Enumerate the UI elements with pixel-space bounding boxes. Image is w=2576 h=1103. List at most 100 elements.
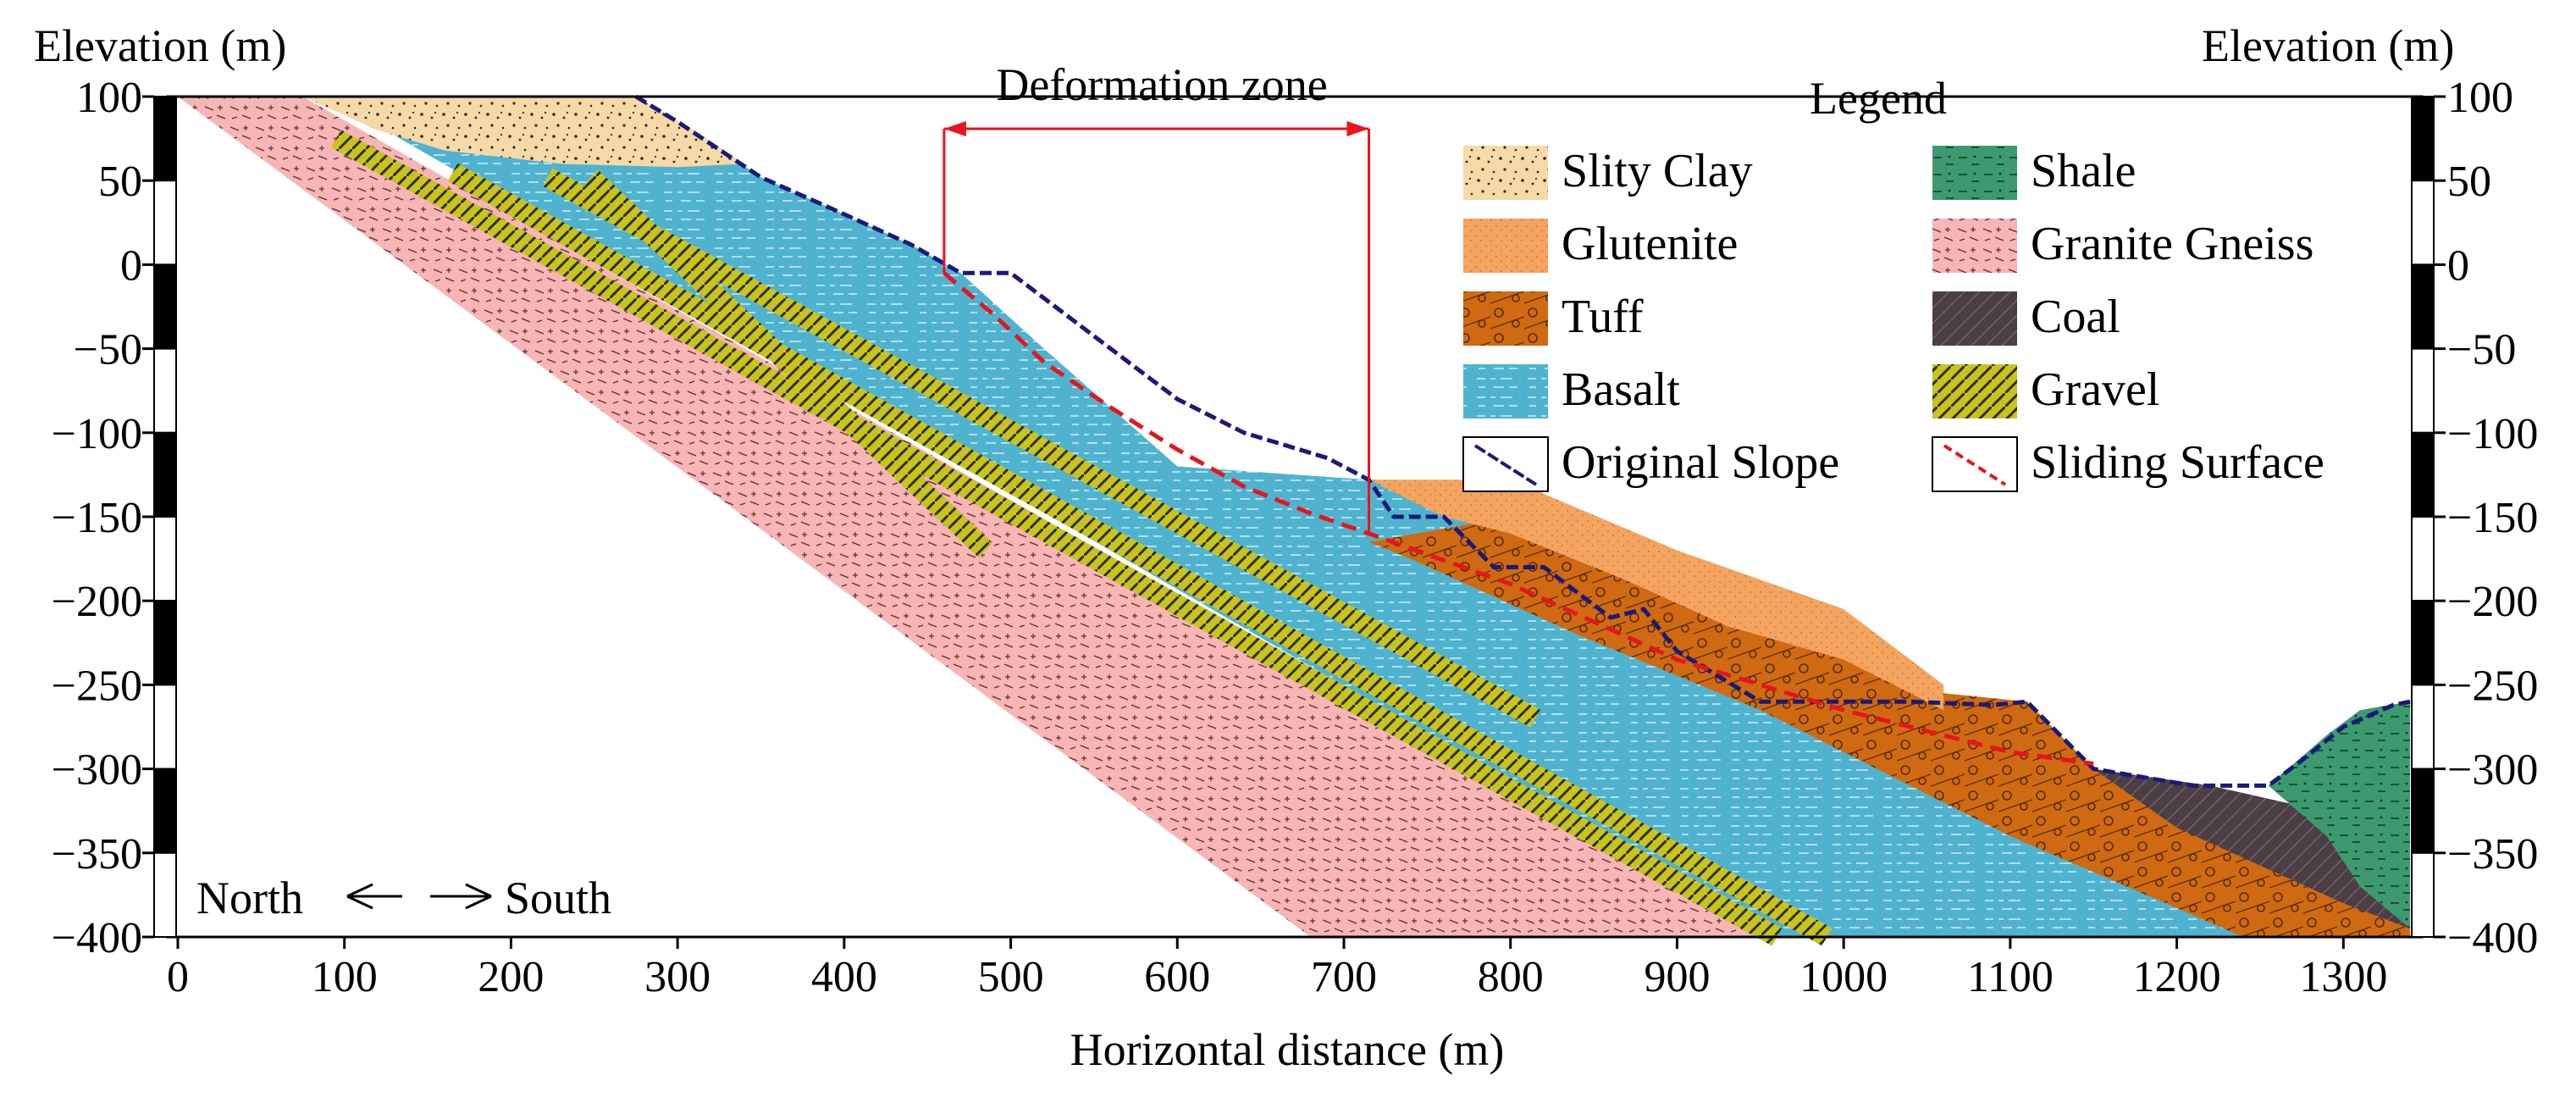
x-axis: 0 100 200 300 400 500 600 700 800 900 1000 1100 1200… xyxy=(167,937,2387,1001)
legend-swatch xyxy=(1463,219,1548,273)
y-tick-label: 0 xyxy=(120,241,142,290)
x-tick-label: 0 xyxy=(167,953,189,1001)
legend-swatch xyxy=(1932,364,2017,418)
x-tick-label: 700 xyxy=(1311,953,1377,1001)
legend-label: Shale xyxy=(2031,145,2136,197)
y-tick-label: −50 xyxy=(74,326,142,374)
x-tick-label: 1300 xyxy=(2299,953,2387,1001)
legend: Legend Slity Clay Shale Glutenite Granite G… xyxy=(1462,73,2324,492)
legend-item: Shale xyxy=(1932,145,2136,200)
legend-swatch xyxy=(1463,364,1548,418)
y-tick-label: −400 xyxy=(2447,914,2538,962)
scale-segment xyxy=(153,347,177,434)
legend-item: Gravel xyxy=(1932,363,2159,418)
y-tick-label: −150 xyxy=(52,494,142,542)
legend-item: Granite Gneiss xyxy=(1932,218,2313,273)
legend-label: Sliding Surface xyxy=(2031,436,2324,489)
x-axis-title: Horizontal distance (m) xyxy=(1070,1024,1505,1075)
scale-segment xyxy=(2411,684,2435,770)
y-tick-label: −250 xyxy=(2447,662,2538,710)
legend-swatch xyxy=(1932,146,2017,200)
layer-tuff xyxy=(1368,517,2410,937)
scale-segment xyxy=(2411,851,2435,938)
legend-item: Original Slope xyxy=(1462,436,1839,492)
scale-segment xyxy=(153,768,177,854)
scale-segment xyxy=(153,851,177,938)
y-tick-label: −300 xyxy=(2447,746,2538,795)
y-axis-title-left: Elevation (m) xyxy=(34,20,286,71)
legend-item: Tuff xyxy=(1463,291,1644,346)
legend-label: Slity Clay xyxy=(1562,145,1753,197)
scale-segment xyxy=(2411,768,2435,854)
x-tick-label: 1200 xyxy=(2133,953,2221,1001)
arrow-right-icon xyxy=(430,883,492,910)
y-axis-title-right: Elevation (m) xyxy=(2202,20,2454,71)
y-tick-label: −250 xyxy=(52,662,142,710)
legend-swatch-line xyxy=(1943,444,2007,486)
scale-segment xyxy=(153,180,177,266)
sliding-surface-line xyxy=(943,271,2094,767)
legend-label: Coal xyxy=(2031,291,2120,343)
y-tick-label: 100 xyxy=(2447,74,2513,122)
legend-label: Granite Gneiss xyxy=(2031,218,2313,270)
deformation-zone-label: Deformation zone xyxy=(996,59,1327,110)
arrow-left-icon xyxy=(346,883,402,910)
legend-swatch xyxy=(1463,146,1548,200)
x-tick-label: 200 xyxy=(478,953,544,1001)
y-tick-label: 50 xyxy=(98,158,142,206)
y-tick-label: −150 xyxy=(2447,494,2538,542)
layer-gravel-band-1 xyxy=(331,130,1783,946)
south-label: South xyxy=(505,873,611,923)
legend-swatch xyxy=(1932,291,2017,346)
scale-segment xyxy=(153,516,177,602)
direction-indicator: North South xyxy=(196,873,611,923)
layer-gravel-band-3 xyxy=(542,168,1541,728)
legend-label: Tuff xyxy=(1562,291,1644,343)
y-tick-label: −50 xyxy=(2447,326,2516,374)
scale-segment xyxy=(153,263,177,350)
original-slope-line xyxy=(634,94,2411,788)
deformation-zone-annotation: Deformation zone xyxy=(943,59,1371,534)
elevation-scale-bar-left xyxy=(153,96,177,938)
legend-item: Slity Clay xyxy=(1463,145,1753,200)
y-tick-label: −350 xyxy=(2447,830,2538,879)
y-tick-label: 0 xyxy=(2447,241,2469,290)
x-tick-label: 1100 xyxy=(1967,953,2054,1001)
x-tick-label: 900 xyxy=(1644,953,1710,1001)
layer-slity-clay xyxy=(302,97,744,168)
x-tick-label: 600 xyxy=(1144,953,1210,1001)
layer-gravel-band-2 xyxy=(447,163,1832,946)
y-tick-label: 100 xyxy=(76,74,142,122)
legend-swatch xyxy=(1932,219,2017,273)
y-tick-label: −300 xyxy=(52,746,142,795)
y-tick-label: −200 xyxy=(2447,578,2538,626)
x-tick-label: 300 xyxy=(644,953,710,1001)
scale-segment xyxy=(153,600,177,686)
scale-segment xyxy=(153,431,177,518)
legend-swatch xyxy=(1463,291,1548,346)
layer-coal xyxy=(2093,768,2410,929)
legend-item: Basalt xyxy=(1463,363,1680,418)
x-tick-label: 800 xyxy=(1478,953,1544,1001)
legend-item: Sliding Surface xyxy=(1932,436,2324,492)
legend-label: Original Slope xyxy=(1562,436,1839,489)
scale-segment xyxy=(153,684,177,770)
legend-label: Basalt xyxy=(1562,363,1680,416)
legend-title: Legend xyxy=(1810,73,1947,124)
north-label: North xyxy=(196,873,303,923)
x-tick-label: 500 xyxy=(978,953,1044,1001)
scale-segment xyxy=(153,96,177,182)
y-tick-label: −100 xyxy=(2447,410,2538,458)
deformation-zone-arrowhead-left xyxy=(943,121,966,136)
scale-segment xyxy=(2411,180,2435,266)
scale-segment xyxy=(2411,263,2435,350)
scale-segment xyxy=(2411,431,2435,518)
y-tick-label: −400 xyxy=(52,914,142,962)
legend-swatch-line xyxy=(1473,444,1538,486)
scale-segment xyxy=(2411,347,2435,434)
scale-segment xyxy=(2411,600,2435,686)
x-tick-label: 100 xyxy=(312,953,378,1001)
legend-label: Gravel xyxy=(2031,363,2159,416)
legend-items: Slity Clay Shale Glutenite Granite Gneiss Tu… xyxy=(1462,145,2324,492)
y-tick-label: 50 xyxy=(2447,158,2491,206)
